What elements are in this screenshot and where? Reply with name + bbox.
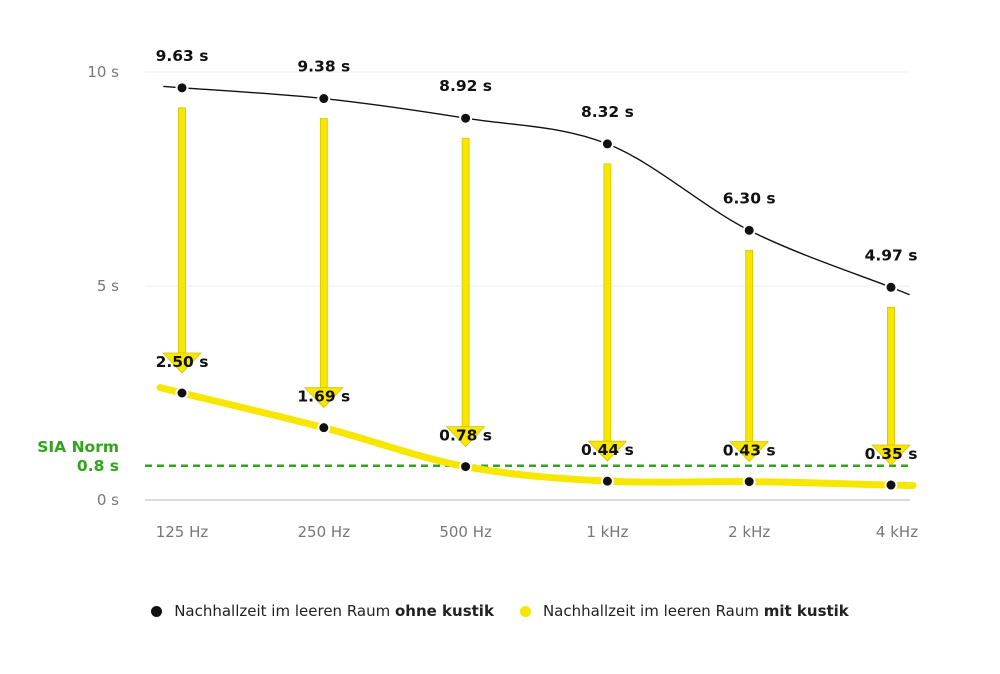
- series-lines: [156, 85, 917, 490]
- point-mit: [459, 460, 473, 474]
- y-axis: 0 s 5 s 10 s: [87, 63, 119, 509]
- legend-marker-ohne: [151, 605, 163, 617]
- arrow-shaft: [178, 107, 186, 354]
- data-label-ohne: 8.92 s: [439, 77, 492, 95]
- legend: Nachhallzeit im leeren Raum ohne kustik …: [0, 602, 1000, 620]
- arrow-shaft: [887, 306, 895, 446]
- x-tick-label: 2 kHz: [728, 523, 770, 541]
- data-label-mit: 0.35 s: [865, 445, 918, 463]
- point-mit: [884, 478, 898, 492]
- series-line-ohne: [163, 85, 910, 296]
- data-label-ohne: 9.63 s: [156, 47, 209, 65]
- arrow-shaft: [745, 249, 754, 442]
- arrow-head: [303, 387, 344, 409]
- point-ohne: [742, 223, 756, 237]
- point-mit: [317, 421, 331, 435]
- gridlines: [145, 71, 910, 501]
- legend-label-mit: Nachhallzeit im leeren Raum mit kustik: [542, 602, 849, 620]
- x-axis: 125 Hz 250 Hz 500 Hz 1 kHz 2 kHz 4 kHz: [156, 523, 918, 541]
- reduction-arrow: [303, 118, 344, 409]
- point-ohne: [884, 280, 898, 294]
- legend-item-mit: Nachhallzeit im leeren Raum mit kustik: [519, 602, 849, 620]
- data-label-mit: 2.50 s: [156, 353, 209, 371]
- x-tick-label: 500 Hz: [439, 523, 492, 541]
- data-label-mit: 0.78 s: [439, 427, 492, 445]
- reduction-arrow: [587, 163, 628, 462]
- point-ohne: [317, 92, 331, 106]
- point-mit: [742, 475, 756, 489]
- point-ohne: [459, 111, 473, 125]
- arrow-head: [445, 426, 486, 448]
- arrow-head: [587, 440, 628, 462]
- arrow-head: [162, 352, 202, 374]
- arrow-shaft: [461, 137, 470, 428]
- y-tick-label: 0 s: [97, 491, 119, 509]
- reduction-arrow: [162, 107, 202, 374]
- data-label-ohne: 6.30 s: [723, 189, 776, 207]
- data-points: [175, 81, 898, 492]
- legend-marker-mit: [519, 605, 531, 617]
- data-label-mit: 1.69 s: [297, 388, 350, 406]
- arrow-shaft: [603, 163, 612, 442]
- data-label-mit: 0.44 s: [581, 441, 634, 459]
- series-line-mit: [156, 384, 917, 490]
- point-mit: [175, 386, 189, 400]
- x-tick-label: 4 kHz: [876, 523, 918, 541]
- point-mit: [600, 474, 614, 488]
- reduction-arrow: [871, 306, 911, 466]
- x-tick-label: 1 kHz: [586, 523, 628, 541]
- data-label-ohne: 8.32 s: [581, 103, 634, 121]
- arrow-head: [871, 444, 911, 466]
- y-tick-label: 10 s: [87, 63, 119, 81]
- legend-label-ohne: Nachhallzeit im leeren Raum ohne kustik: [174, 602, 494, 620]
- x-tick-label: 250 Hz: [298, 523, 351, 541]
- point-ohne: [175, 81, 189, 95]
- data-label-ohne: 9.38 s: [297, 58, 350, 76]
- arrow-head: [729, 441, 770, 463]
- reference-label-name: SIA Norm: [37, 438, 119, 456]
- y-tick-label: 5 s: [97, 277, 119, 295]
- arrow-shaft: [319, 118, 328, 389]
- reduction-arrows: [162, 107, 911, 466]
- point-ohne: [600, 137, 614, 151]
- reference-label-value: 0.8 s: [77, 457, 119, 475]
- data-label-ohne: 4.97 s: [865, 246, 918, 264]
- legend-item-ohne: Nachhallzeit im leeren Raum ohne kustik: [151, 602, 494, 620]
- x-tick-label: 125 Hz: [156, 523, 209, 541]
- data-labels: 9.63 s 9.38 s 8.92 s 8.32 s 6.30 s 4.97 s 2.50…: [156, 47, 918, 463]
- data-label-mit: 0.43 s: [723, 442, 776, 460]
- reduction-arrow: [729, 249, 770, 463]
- reduction-arrow: [445, 137, 486, 448]
